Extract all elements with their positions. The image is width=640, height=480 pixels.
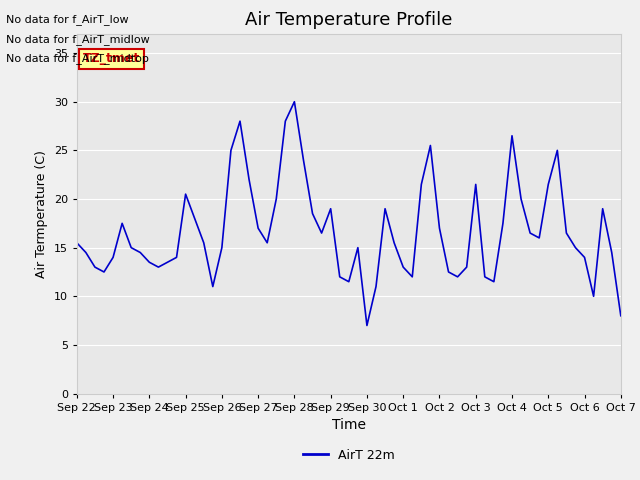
Legend: AirT 22m: AirT 22m [298,444,399,467]
Text: TZ_tmet: TZ_tmet [83,52,140,65]
X-axis label: Time: Time [332,418,366,432]
Title: Air Temperature Profile: Air Temperature Profile [245,11,452,29]
Y-axis label: Air Termperature (C): Air Termperature (C) [35,150,48,277]
Text: No data for f_AirT_midtop: No data for f_AirT_midtop [6,53,149,64]
Text: No data for f_AirT_low: No data for f_AirT_low [6,14,129,25]
Text: No data for f_AirT_midlow: No data for f_AirT_midlow [6,34,150,45]
